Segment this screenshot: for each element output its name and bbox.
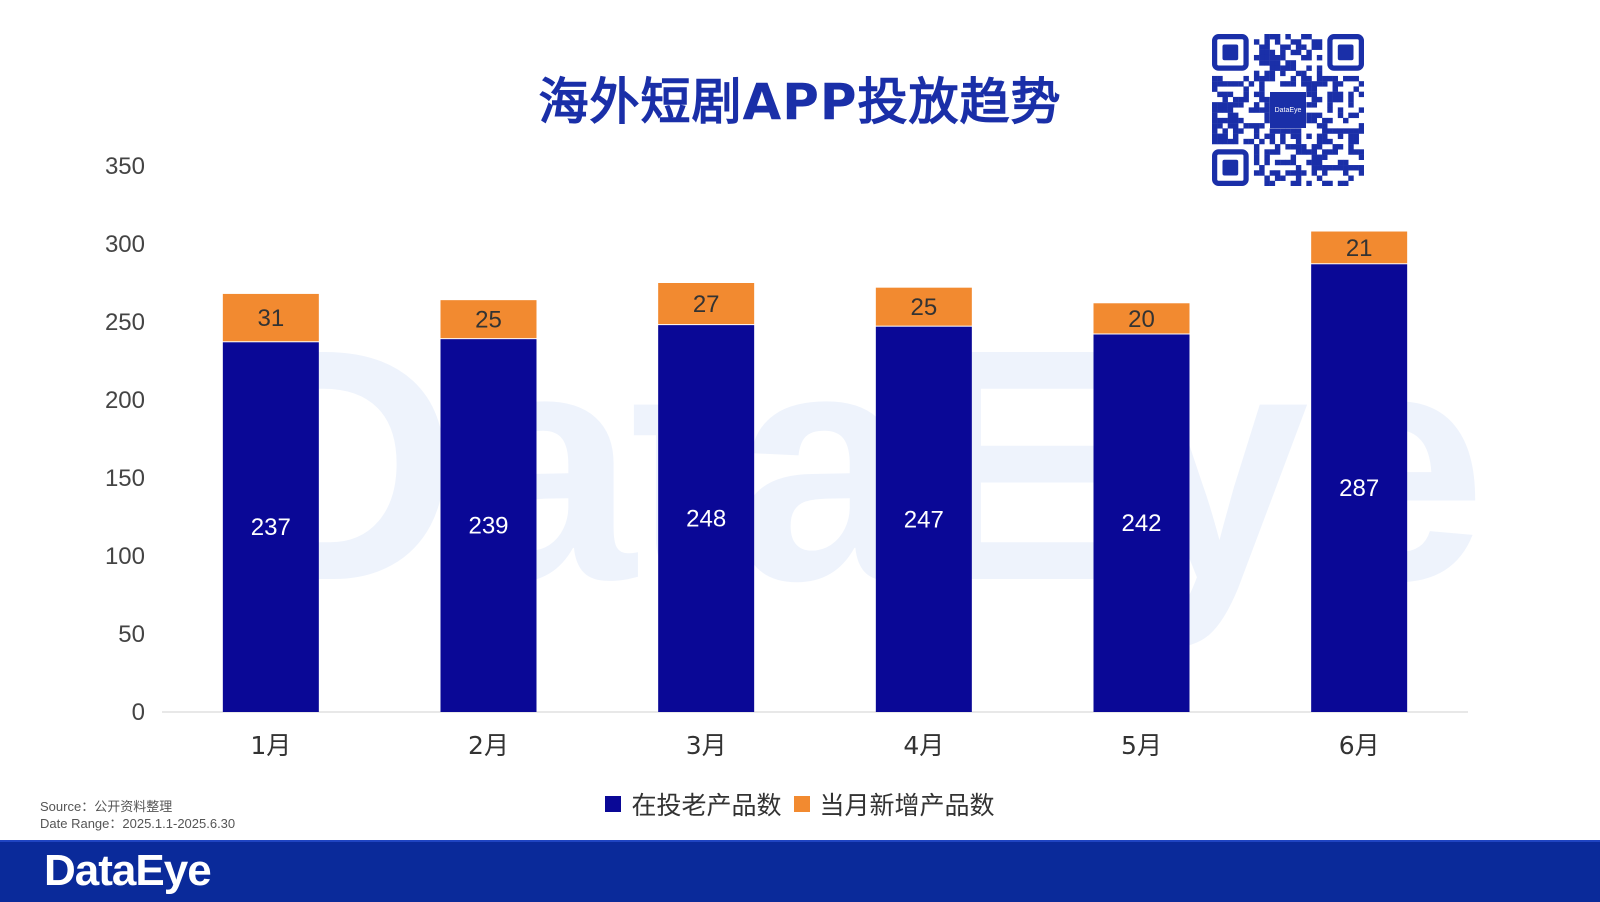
legend-label-old: 在投老产品数 <box>631 791 782 820</box>
legend: 在投老产品数 当月新增产品数 <box>0 786 1600 822</box>
bar-new-products <box>875 287 972 326</box>
bar-new-products <box>222 293 319 342</box>
x-tick-label: 6月 <box>1339 731 1380 760</box>
data-label-old: 242 <box>1121 510 1161 537</box>
x-tick-label: 2月 <box>468 731 509 760</box>
qr-code[interactable]: DataEye <box>1211 33 1365 187</box>
bar-new-products <box>440 300 537 339</box>
x-tick-label: 3月 <box>686 731 727 760</box>
data-label-old: 287 <box>1339 475 1379 502</box>
y-tick-label: 50 <box>118 621 145 648</box>
footer-logo: DataEye <box>44 846 212 895</box>
source-line: Source：公开资料整理 <box>40 799 173 814</box>
y-tick-label: 150 <box>105 465 145 492</box>
data-label-new: 25 <box>910 294 937 321</box>
bar-chart: 0 50 100 150 200 250 300 350 237 31 1月 239 25 2月 248 27… <box>105 153 1468 760</box>
bar-new-products <box>658 283 755 325</box>
bar-old-products <box>658 325 755 712</box>
data-label-old: 247 <box>904 506 944 533</box>
footer-bar: DataEye <box>0 840 1600 902</box>
data-label-new: 25 <box>475 307 502 334</box>
data-label-old: 237 <box>251 514 291 541</box>
bar-old-products <box>222 342 319 712</box>
bar-old-products <box>1311 264 1408 712</box>
data-label-new: 20 <box>1128 306 1155 333</box>
y-tick-label: 100 <box>105 543 145 570</box>
qr-badge: DataEye <box>1270 92 1306 128</box>
y-tick-label: 250 <box>105 309 145 336</box>
bar-new-products <box>1311 231 1408 264</box>
date-range-line: Date Range：2025.1.1-2025.6.30 <box>40 816 236 831</box>
y-tick-label: 0 <box>132 699 145 726</box>
chart-title: 海外短剧APP投放趋势 <box>538 73 1062 131</box>
x-tick-label: 4月 <box>903 731 944 760</box>
legend-swatch-old <box>605 796 622 812</box>
legend-swatch-new <box>793 796 810 812</box>
qr-pattern-icon <box>1211 33 1365 187</box>
y-tick-label: 350 <box>105 153 145 180</box>
bar-new-products <box>1093 303 1190 334</box>
x-tick-label: 5月 <box>1121 731 1162 760</box>
data-label-old: 239 <box>468 513 508 540</box>
y-tick-label: 300 <box>105 231 145 258</box>
data-label-new: 31 <box>257 305 284 332</box>
legend-label-new: 当月新增产品数 <box>819 791 995 820</box>
bar-old-products <box>875 326 972 712</box>
legend-item-new: 当月新增产品数 <box>793 786 995 822</box>
y-tick-label: 200 <box>105 387 145 414</box>
legend-item-old: 在投老产品数 <box>605 786 782 822</box>
data-label-old: 248 <box>686 506 726 533</box>
bar-old-products <box>1093 334 1190 712</box>
x-tick-label: 1月 <box>250 731 291 760</box>
bar-old-products <box>440 339 537 712</box>
data-label-new: 27 <box>693 291 720 318</box>
data-label-new: 21 <box>1346 235 1373 262</box>
source-note: Source：公开资料整理 Date Range：2025.1.1-2025.6… <box>40 798 235 832</box>
